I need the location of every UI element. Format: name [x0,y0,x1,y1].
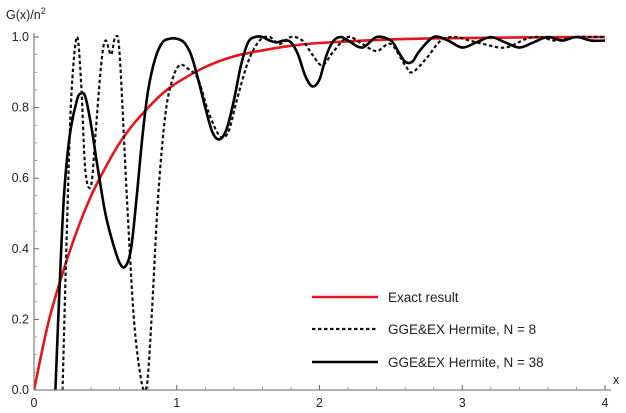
axes-layer: 0 1 2 3 4 0.0 0.2 0.4 0.6 0.8 1.0 [12,30,611,410]
y-tick-label: 0.6 [12,171,29,185]
legend-label-3: GGE&EX Hermite, N = 38 [388,355,544,370]
legend: Exact result GGE&EX Hermite, N = 8 GGE&EX … [312,290,544,370]
series-line-2 [61,35,605,390]
x-tick-label: 0 [31,396,38,410]
x-tick-label: 2 [316,396,323,410]
x-tick-label: 3 [459,396,466,410]
y-axis-label: G(x)/n2 [6,6,46,22]
series-layer [34,35,606,390]
x-axis-label: x [613,373,620,387]
y-tick-label: 0.4 [12,242,29,256]
y-tick-label: 0.2 [12,312,29,326]
x-tick-label: 4 [602,396,609,410]
series-line-3 [54,35,606,390]
plot-area: 0 1 2 3 4 0.0 0.2 0.4 0.6 0.8 1.0 [12,30,611,410]
y-tick-label: 0.0 [12,383,29,397]
y-tick-label: 1.0 [12,30,29,44]
legend-label-1: Exact result [388,290,459,305]
x-tick-label: 1 [173,396,180,410]
y-tick-label: 0.8 [12,101,29,115]
series-line-1 [34,35,606,390]
legend-label-2: GGE&EX Hermite, N = 8 [388,322,536,337]
